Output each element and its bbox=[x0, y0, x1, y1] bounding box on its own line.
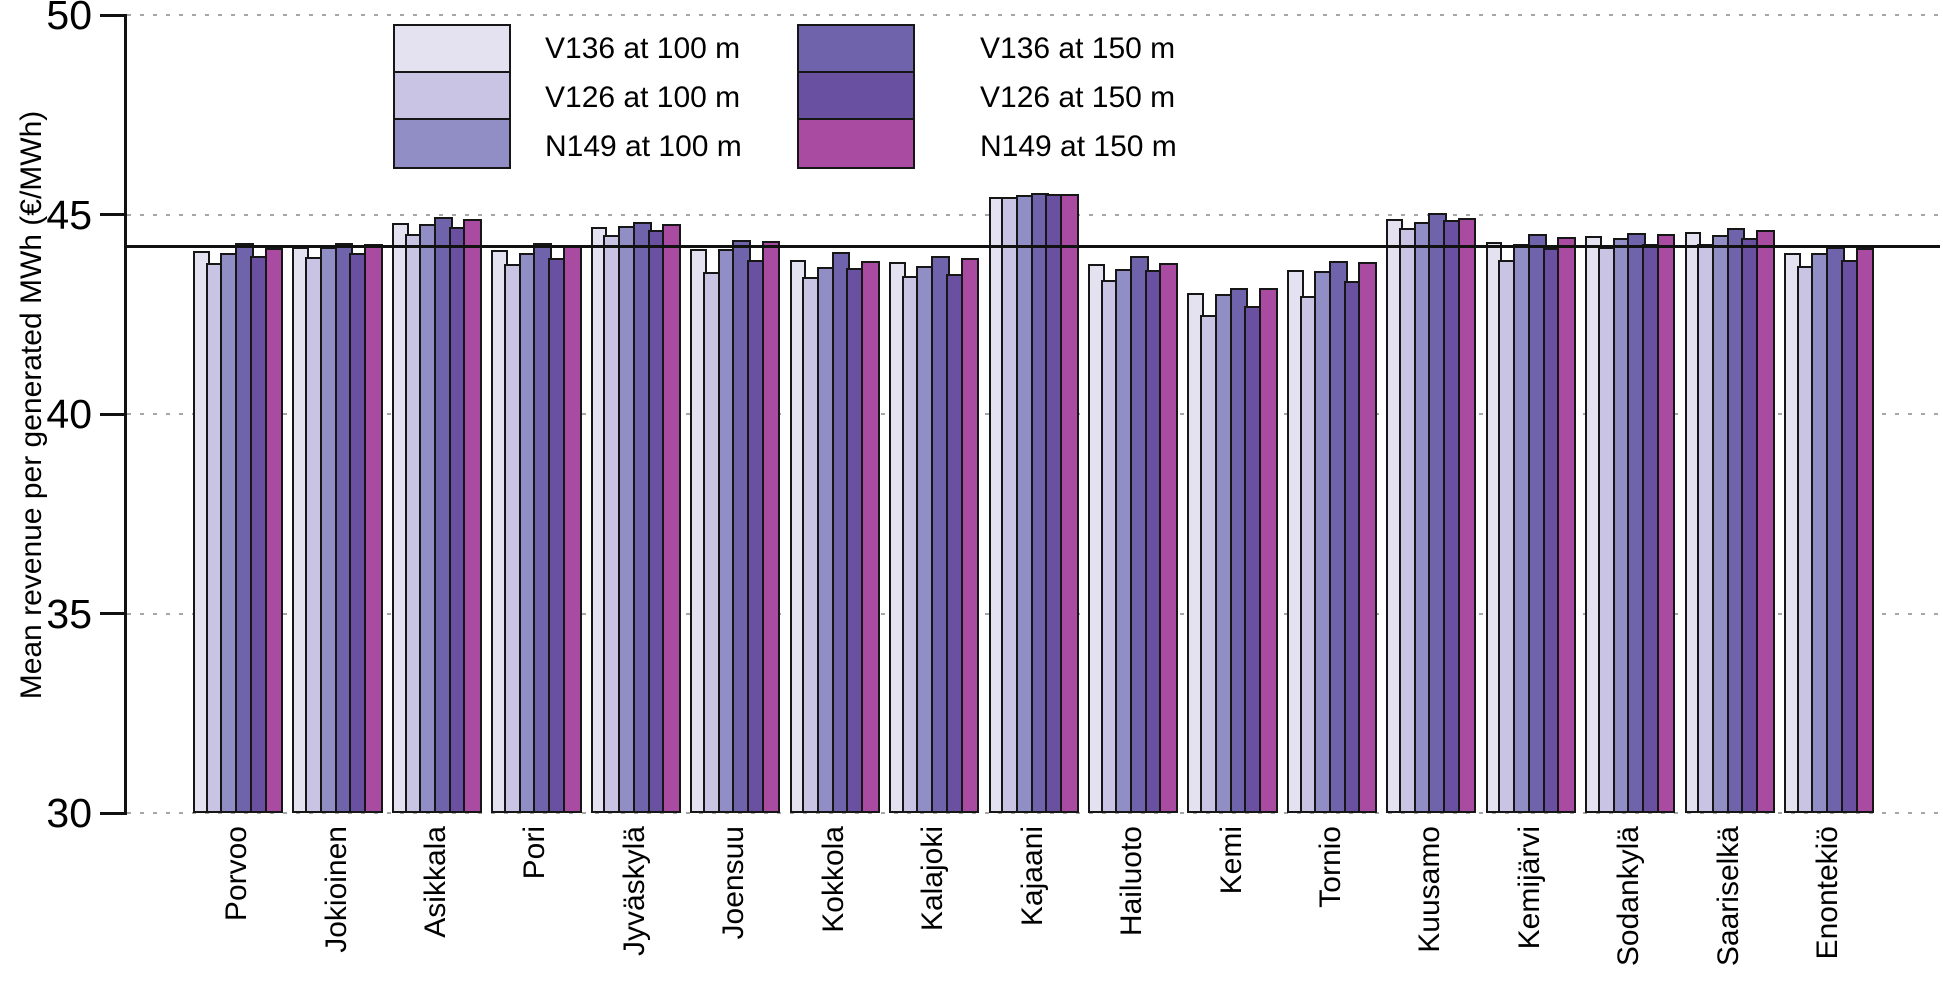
x-label-joensuu: Joensuu bbox=[717, 826, 751, 940]
bar-joensuu-n149-at-150-m bbox=[761, 241, 781, 813]
bar-asikkala-n149-at-150-m bbox=[463, 218, 483, 813]
bar-enonteki-n149-at-150-m bbox=[1855, 248, 1875, 813]
legend-swatch-n149-at-100-m bbox=[393, 118, 511, 169]
gridline-50 bbox=[127, 14, 1940, 16]
bar-pori-n149-at-150-m bbox=[562, 246, 582, 813]
legend-swatch-v126-at-100-m bbox=[393, 71, 511, 122]
y-tick-label-45: 45 bbox=[46, 191, 92, 238]
y-tick-50 bbox=[100, 13, 127, 17]
legend-swatch-n149-at-150-m bbox=[797, 118, 915, 169]
x-label-pori: Pori bbox=[518, 826, 552, 880]
x-label-porvoo: Porvoo bbox=[220, 826, 254, 922]
y-tick-label-35: 35 bbox=[46, 590, 92, 637]
y-tick-label-50: 50 bbox=[46, 0, 92, 38]
x-label-jyv-skyl: Jyväskylä bbox=[617, 826, 651, 957]
bar-sodankyl-n149-at-150-m bbox=[1656, 233, 1676, 813]
y-tick-30 bbox=[100, 811, 127, 815]
legend-label-v126-at-150-m: V126 at 150 m bbox=[980, 81, 1176, 114]
legend-swatch-v136-at-150-m bbox=[797, 24, 915, 75]
x-label-kalajoki: Kalajoki bbox=[916, 826, 950, 932]
y-tick-35 bbox=[100, 612, 127, 615]
bar-jokioinen-n149-at-150-m bbox=[363, 243, 383, 813]
legend-swatch-v126-at-150-m bbox=[797, 71, 915, 122]
x-label-hailuoto: Hailuoto bbox=[1115, 826, 1149, 937]
y-tick-40 bbox=[100, 412, 127, 416]
legend-label-n149-at-150-m: N149 at 150 m bbox=[980, 130, 1177, 163]
x-label-asikkala: Asikkala bbox=[418, 826, 452, 938]
legend-label-n149-at-100-m: N149 at 100 m bbox=[545, 130, 742, 163]
gridline-30 bbox=[127, 812, 1940, 814]
x-label-saariselk: Saariselkä bbox=[1711, 826, 1745, 967]
reference-line bbox=[127, 244, 1940, 248]
bar-kemij-rvi-n149-at-150-m bbox=[1557, 237, 1576, 813]
x-label-jokioinen: Jokioinen bbox=[319, 826, 353, 953]
x-label-enonteki: Enontekiö bbox=[1811, 826, 1845, 960]
x-label-kajaani: Kajaani bbox=[1015, 826, 1049, 927]
y-axis-line bbox=[124, 14, 127, 814]
bar-saariselk-n149-at-150-m bbox=[1756, 230, 1775, 813]
bar-kajaani-n149-at-150-m bbox=[1060, 194, 1079, 813]
x-label-kemi: Kemi bbox=[1214, 826, 1248, 895]
legend-label-v136-at-150-m: V136 at 150 m bbox=[980, 32, 1176, 65]
bar-porvoo-n149-at-150-m bbox=[264, 248, 284, 813]
legend-label-v136-at-100-m: V136 at 100 m bbox=[545, 32, 741, 65]
bar-kokkola-n149-at-150-m bbox=[861, 261, 880, 813]
x-label-tornio: Tornio bbox=[1313, 826, 1347, 908]
x-label-kuusamo: Kuusamo bbox=[1413, 826, 1447, 953]
y-tick-45 bbox=[100, 213, 127, 216]
legend-label-v126-at-100-m: V126 at 100 m bbox=[545, 81, 741, 114]
bar-kemi-n149-at-150-m bbox=[1258, 287, 1278, 813]
x-label-kokkola: Kokkola bbox=[816, 826, 850, 933]
x-label-sodankyl: Sodankylä bbox=[1612, 826, 1646, 967]
y-tick-label-30: 30 bbox=[46, 790, 92, 836]
legend-swatch-v136-at-100-m bbox=[393, 24, 511, 75]
bar-kuusamo-n149-at-150-m bbox=[1457, 217, 1477, 813]
y-tick-label-40: 40 bbox=[46, 391, 92, 437]
bar-tornio-n149-at-150-m bbox=[1358, 261, 1378, 813]
bar-jyv-skyl-n149-at-150-m bbox=[662, 223, 681, 813]
x-label-kemij-rvi: Kemijärvi bbox=[1512, 826, 1546, 950]
bar-kalajoki-n149-at-150-m bbox=[960, 257, 980, 813]
bar-hailuoto-n149-at-150-m bbox=[1159, 263, 1179, 813]
